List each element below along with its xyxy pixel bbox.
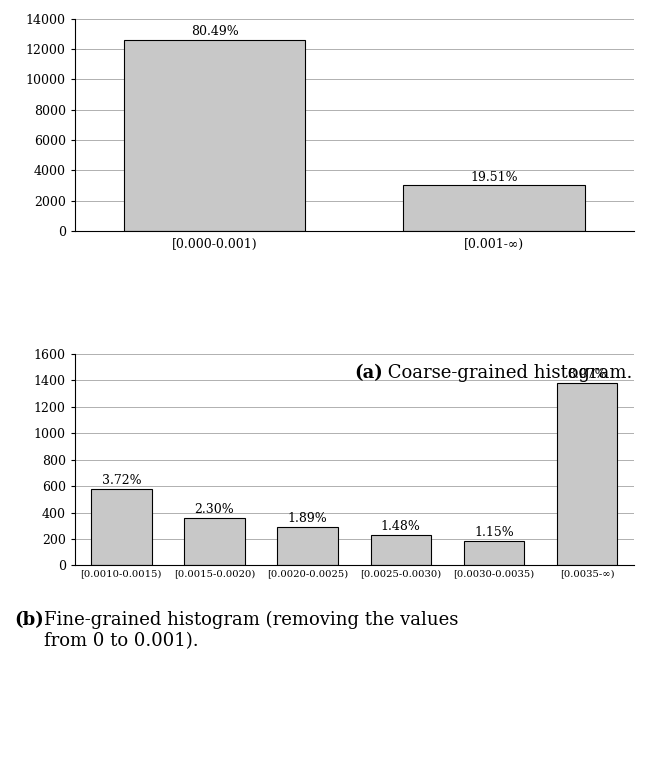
Bar [184, 518, 245, 565]
Text: 1.15%: 1.15% [474, 526, 514, 539]
Text: (b): (b) [14, 611, 44, 629]
Text: 2.30%: 2.30% [194, 503, 235, 516]
Text: 80.49%: 80.49% [190, 25, 239, 39]
Bar [370, 535, 431, 565]
Text: 1.48%: 1.48% [381, 520, 421, 533]
Bar [278, 527, 338, 565]
Bar [124, 40, 306, 231]
Bar [557, 383, 617, 565]
Text: 19.51%: 19.51% [470, 171, 518, 184]
Text: Fine-grained histogram (removing the values
from 0 to 0.001).: Fine-grained histogram (removing the val… [44, 611, 459, 650]
Text: (a): (a) [354, 364, 383, 383]
Text: 3.72%: 3.72% [101, 474, 141, 487]
Bar [463, 541, 525, 565]
Text: Coarse-grained histogram.: Coarse-grained histogram. [382, 364, 632, 383]
Text: 1.89%: 1.89% [288, 512, 328, 525]
Bar [403, 185, 585, 231]
Bar [91, 490, 151, 565]
Text: 8.97%: 8.97% [567, 368, 607, 381]
